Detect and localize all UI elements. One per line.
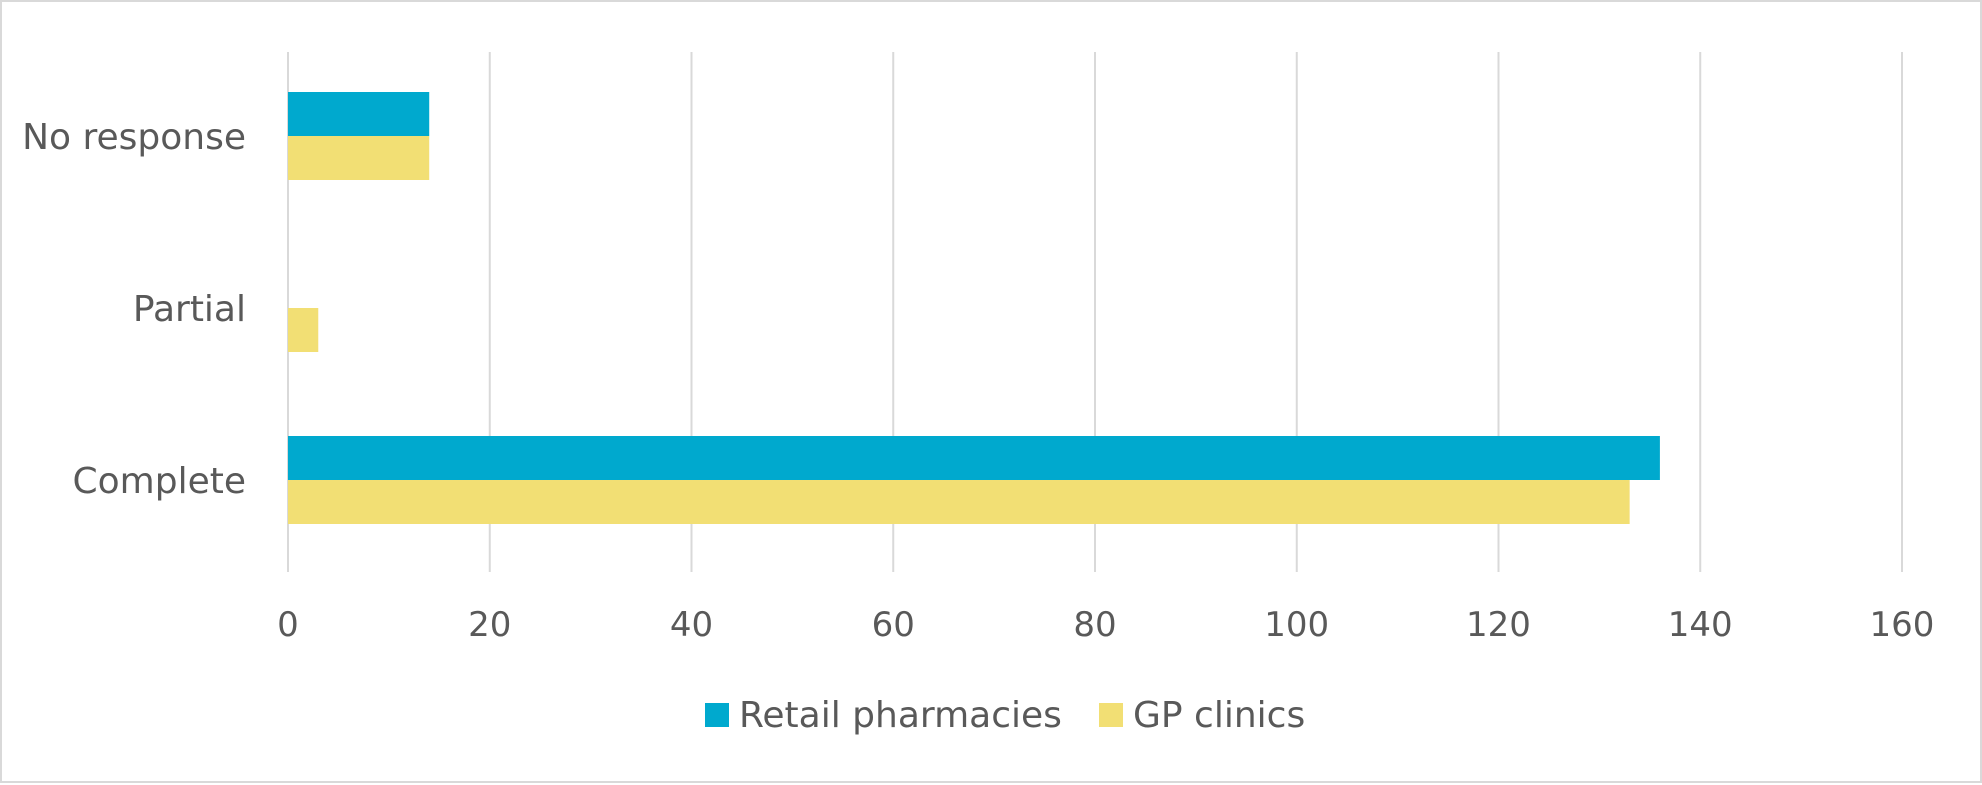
x-tick-label: 80 — [1073, 605, 1116, 645]
x-tick-label: 100 — [1264, 605, 1329, 645]
category-label: No response — [22, 117, 246, 158]
x-tick-label: 20 — [468, 605, 511, 645]
x-tick-label: 140 — [1668, 605, 1733, 645]
x-axis-ticks: 0 20 40 60 80 100 120 140 160 — [277, 605, 1934, 645]
category-label: Partial — [133, 289, 246, 330]
bars — [288, 92, 1660, 524]
gridlines — [287, 52, 1903, 572]
bar-gp-clinics-complete — [288, 480, 1630, 524]
x-tick-label: 0 — [277, 605, 299, 645]
legend: Retail pharmacies GP clinics — [705, 695, 1305, 736]
x-tick-label: 40 — [670, 605, 713, 645]
category-label: Complete — [73, 461, 247, 502]
legend-swatch — [705, 703, 729, 727]
x-tick-label: 160 — [1870, 605, 1935, 645]
legend-label: GP clinics — [1133, 695, 1305, 736]
bar-retail-pharmacies-no-response — [288, 92, 430, 136]
bar-gp-clinics-no-response — [288, 136, 430, 180]
bar-retail-pharmacies-complete — [288, 436, 1660, 480]
legend-label: Retail pharmacies — [739, 695, 1062, 736]
legend-swatch — [1099, 703, 1123, 727]
x-tick-label: 120 — [1466, 605, 1531, 645]
category-labels: Complete Partial No response — [22, 117, 246, 502]
x-tick-label: 60 — [872, 605, 915, 645]
bar-gp-clinics-partial — [288, 308, 319, 352]
